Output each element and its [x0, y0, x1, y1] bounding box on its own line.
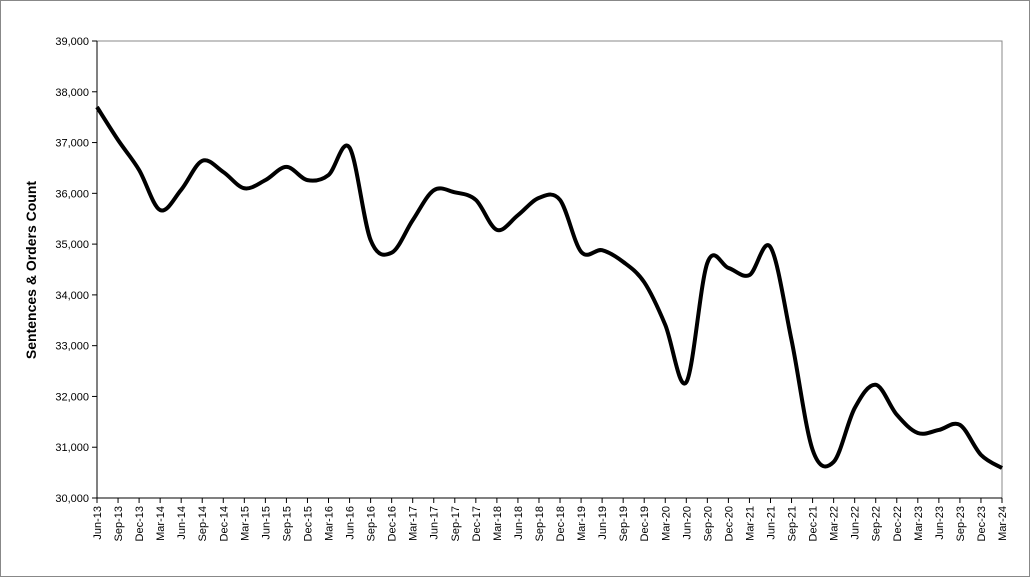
- x-tick-label: Jun-18: [513, 506, 525, 540]
- y-tick-label: 38,000: [55, 87, 89, 99]
- x-tick-label: Sep-19: [618, 506, 630, 541]
- x-tick-label: Dec-17: [471, 506, 483, 541]
- x-tick-label: Sep-18: [534, 506, 546, 541]
- x-tick-label: Dec-18: [555, 506, 567, 541]
- y-tick-label: 37,000: [55, 138, 89, 150]
- x-tick-label: Jun-22: [850, 506, 862, 540]
- x-tick-label: Dec-23: [976, 506, 988, 541]
- x-tick-label: Mar-15: [239, 506, 251, 541]
- x-tick-label: Mar-18: [492, 506, 504, 541]
- x-tick-label: Jun-15: [260, 506, 272, 540]
- x-tick-label: Mar-19: [576, 506, 588, 541]
- x-tick-label: Jun-13: [92, 506, 104, 540]
- x-tick-label: Mar-20: [660, 506, 672, 541]
- y-tick-label: 31,000: [55, 442, 89, 454]
- x-tick-label: Sep-21: [787, 506, 799, 541]
- x-tick-label: Dec-20: [723, 506, 735, 541]
- x-tick-label: Mar-21: [744, 506, 756, 541]
- x-tick-label: Jun-21: [765, 506, 777, 540]
- x-tick-label: Mar-23: [913, 506, 925, 541]
- y-tick-label: 34,000: [55, 290, 89, 302]
- x-tick-label: Jun-16: [345, 506, 357, 540]
- x-tick-label: Jun-17: [429, 506, 441, 540]
- x-tick-label: Sep-14: [197, 506, 209, 541]
- y-tick-label: 32,000: [55, 391, 89, 403]
- y-tick-label: 39,000: [55, 36, 89, 48]
- x-tick-label: Mar-16: [324, 506, 336, 541]
- x-tick-label: Jun-23: [934, 506, 946, 540]
- x-tick-label: Dec-16: [387, 506, 399, 541]
- x-tick-label: Mar-17: [408, 506, 420, 541]
- y-axis-label: Sentences & Orders Count: [23, 181, 39, 359]
- y-tick-label: 35,000: [55, 239, 89, 251]
- x-tick-label: Jun-14: [176, 506, 188, 540]
- x-tick-label: Dec-13: [134, 506, 146, 541]
- x-tick-label: Dec-14: [218, 506, 230, 541]
- x-tick-label: Sep-20: [702, 506, 714, 541]
- x-tick-label: Sep-16: [366, 506, 378, 541]
- x-tick-label: Mar-24: [997, 506, 1009, 541]
- x-tick-label: Sep-17: [450, 506, 462, 541]
- x-tick-label: Mar-14: [155, 506, 167, 541]
- x-tick-label: Sep-13: [113, 506, 125, 541]
- x-tick-label: Dec-22: [892, 506, 904, 541]
- x-tick-label: Sep-23: [955, 506, 967, 541]
- x-tick-label: Dec-19: [639, 506, 651, 541]
- x-tick-label: Jun-19: [597, 506, 609, 540]
- x-tick-label: Sep-15: [281, 506, 293, 541]
- x-tick-label: Dec-21: [808, 506, 820, 541]
- data-line: [95, 105, 1004, 470]
- x-tick-label: Mar-22: [829, 506, 841, 541]
- x-tick-label: Jun-20: [681, 506, 693, 540]
- y-tick-label: 36,000: [55, 188, 89, 200]
- x-tick-label: Dec-15: [302, 506, 314, 541]
- x-tick-label: Sep-22: [871, 506, 883, 541]
- y-tick-label: 33,000: [55, 341, 89, 353]
- y-tick-label: 30,000: [55, 493, 89, 505]
